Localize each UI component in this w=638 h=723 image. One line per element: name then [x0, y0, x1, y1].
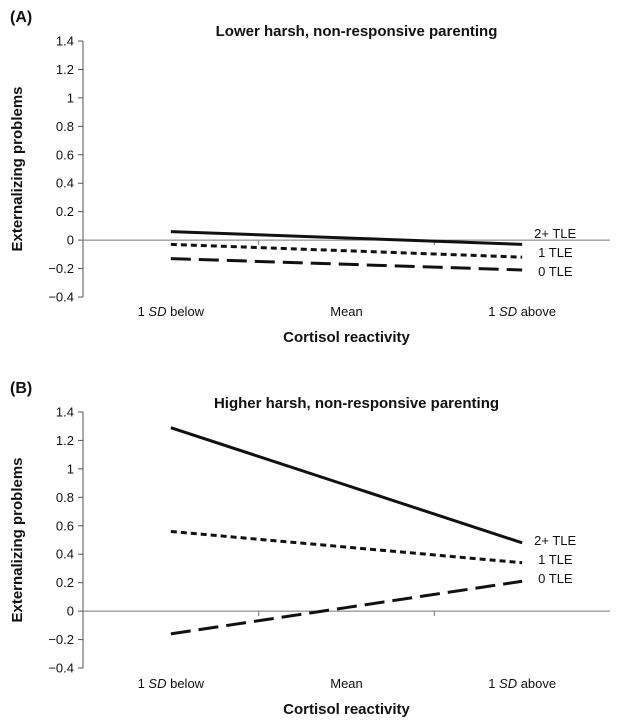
y-tick-label: −0.4 [48, 661, 74, 676]
series-line-0-tle [170, 579, 523, 636]
y-tick-label: −0.2 [48, 632, 74, 647]
y-tick-label: 0.6 [56, 518, 74, 533]
y-tick-label: 0.6 [56, 147, 74, 162]
y-tick-label: 0.8 [56, 119, 74, 134]
y-tick-label: 0.4 [56, 547, 74, 562]
chart-title: Lower harsh, non-responsive parenting [216, 23, 498, 40]
x-tick-label: Mean [330, 676, 363, 691]
y-tick-label: 1.4 [56, 34, 74, 49]
series-label: 0 TLE [538, 264, 573, 279]
y-tick-label: 0.8 [56, 490, 74, 505]
x-axis-title: Cortisol reactivity [283, 701, 410, 718]
y-tick-label: −0.4 [48, 290, 74, 305]
chart-panel-a: (A) Lower harsh, non-responsive parenting… [9, 9, 610, 346]
series-label: 2+ TLE [534, 226, 576, 241]
y-axis-title: Externalizing problems [9, 86, 26, 251]
x-tick-label: 1 SD above [488, 304, 556, 319]
x-tick-label: Mean [330, 304, 363, 319]
y-tick-label: 0 [67, 233, 74, 248]
y-tick-label: −0.2 [48, 261, 74, 276]
x-tick-label: 1 SD above [488, 676, 556, 691]
y-tick-label: 1.2 [56, 62, 74, 77]
x-tick-label: 1 SD below [138, 676, 205, 691]
panel-label: (A) [10, 9, 32, 26]
chart-panel-b: (B) Higher harsh, non-responsive parentin… [9, 380, 610, 718]
x-axis-title: Cortisol reactivity [283, 329, 410, 346]
series-line-1-tle [170, 242, 523, 259]
series-line-0-tle [170, 257, 523, 272]
series-label: 1 TLE [538, 245, 573, 260]
y-axis-title: Externalizing problems [9, 457, 26, 622]
y-tick-label: 0.4 [56, 176, 74, 191]
y-tick-label: 1 [67, 461, 74, 476]
y-tick-label: 1.2 [56, 433, 74, 448]
x-tick-label: 1 SD below [138, 304, 205, 319]
series-line-2-tle [170, 426, 523, 545]
series-label: 2+ TLE [534, 533, 576, 548]
chart-title: Higher harsh, non-responsive parenting [214, 395, 499, 412]
panel-label: (B) [10, 380, 32, 397]
y-tick-label: 1.4 [56, 405, 74, 420]
series-line-2-tle [170, 230, 523, 246]
series-line-1-tle [170, 529, 523, 565]
y-tick-label: 1 [67, 90, 74, 105]
series-label: 1 TLE [538, 552, 573, 567]
y-tick-label: 0.2 [56, 575, 74, 590]
y-tick-label: 0.2 [56, 204, 74, 219]
y-tick-label: 0 [67, 604, 74, 619]
series-label: 0 TLE [538, 571, 573, 586]
